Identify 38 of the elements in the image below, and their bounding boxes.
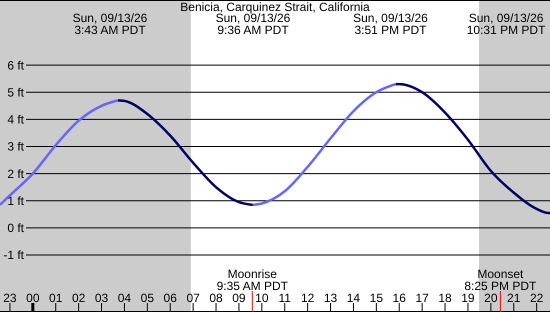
- x-tick-label: 19: [461, 291, 475, 305]
- x-tick-label: 18: [438, 291, 452, 305]
- x-tick-label: 01: [49, 291, 63, 305]
- x-tick-label: 06: [164, 291, 178, 305]
- annotation: Sun, 09/13/26 3:43 AM PDT: [72, 11, 148, 37]
- x-tick-label: 00: [26, 291, 40, 305]
- y-tick-label: 5 ft: [7, 85, 25, 100]
- y-tick-label: 3 ft: [7, 140, 25, 154]
- x-tick-label: 22: [530, 291, 544, 305]
- y-tick-label: 6 ft: [7, 58, 25, 72]
- x-tick-label: 14: [346, 291, 360, 305]
- y-tick-label: 1 ft: [7, 194, 25, 208]
- x-tick-label: 17: [415, 291, 430, 305]
- y-tick-label: 0 ft: [7, 221, 25, 236]
- x-tick-label: 21: [507, 291, 521, 305]
- x-tick-label: 09: [232, 291, 246, 305]
- x-tick-label: 05: [140, 291, 154, 305]
- x-tick-label: 23: [3, 291, 17, 305]
- x-tick-label: 04: [118, 291, 132, 305]
- y-tick-label: -1 ft: [3, 248, 25, 262]
- x-tick-label: 16: [392, 291, 406, 305]
- y-tick-label: 2 ft: [7, 166, 25, 181]
- ref-line-label: Moonrise 9:35 AM PDT: [216, 267, 289, 293]
- x-tick-label: 15: [370, 291, 384, 305]
- x-tick-label: 08: [209, 291, 224, 305]
- x-tick-label: 13: [324, 291, 338, 305]
- y-tick-label: 4 ft: [7, 112, 25, 127]
- annotation: Sun, 09/13/26 10:31 PM PDT: [466, 11, 546, 37]
- x-tick-label: 20: [484, 291, 498, 305]
- x-tick-label: 03: [94, 291, 109, 305]
- x-tick-label: 11: [278, 291, 292, 305]
- ref-line-label: Moonset 8:25 PM PDT: [464, 267, 538, 293]
- x-tick-label: 07: [186, 291, 200, 305]
- chart-title: Benicia, Carquinez Strait, California: [180, 0, 370, 14]
- x-tick-label: 12: [300, 291, 315, 305]
- x-tick-label: 02: [72, 291, 86, 305]
- annotation: Sun, 09/13/26 3:51 PM PDT: [353, 11, 428, 37]
- x-tick-label: 10: [255, 291, 269, 305]
